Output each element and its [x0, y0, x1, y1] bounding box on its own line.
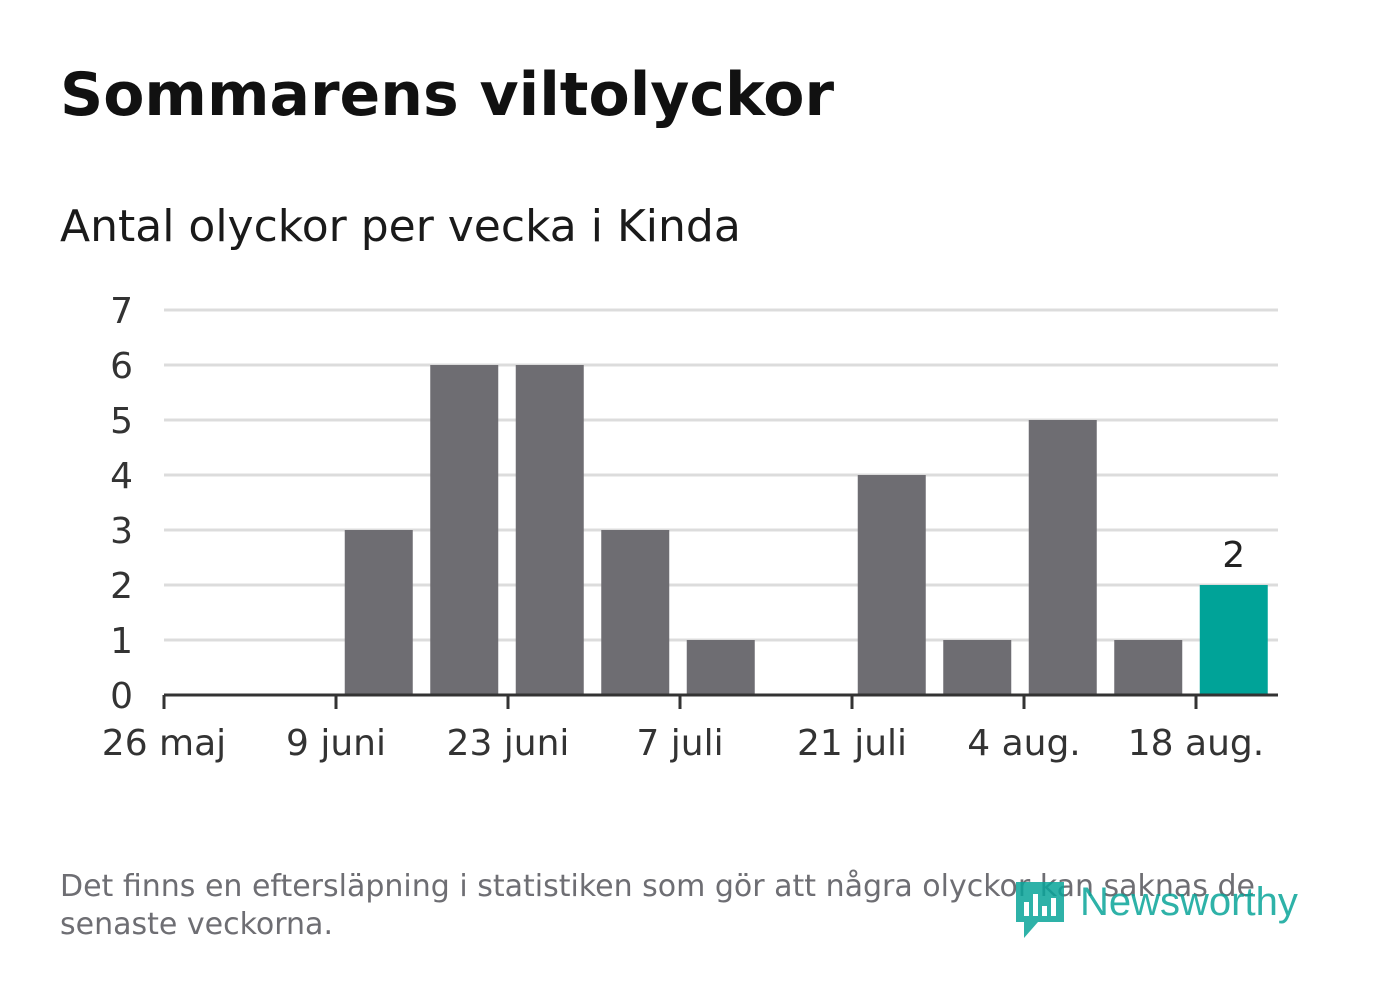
bar [943, 640, 1012, 695]
newsworthy-logo: Newsworthy [1010, 872, 1330, 942]
chart-title: Sommarens viltolyckor [60, 60, 835, 130]
y-tick-label: 1 [110, 621, 133, 662]
y-tick-label: 7 [110, 291, 133, 332]
bar [1199, 585, 1268, 695]
x-tick-label: 23 juni [447, 723, 570, 764]
x-tick-label: 21 juli [797, 723, 907, 764]
x-tick-label: 18 aug. [1128, 723, 1264, 764]
y-tick-label: 4 [110, 456, 133, 497]
x-tick-label: 7 juli [636, 723, 723, 764]
bar [1028, 420, 1097, 695]
bar [344, 530, 413, 695]
newsworthy-logo-icon [1016, 882, 1064, 938]
bar [857, 475, 926, 695]
bar [1114, 640, 1183, 695]
bars [344, 365, 1268, 695]
bar [430, 365, 499, 695]
bar [601, 530, 670, 695]
y-tick-label: 0 [110, 676, 133, 717]
gridlines [164, 308, 1278, 642]
y-tick-label: 2 [110, 566, 133, 607]
logo-text: Newsworthy [1080, 880, 1298, 924]
x-tick-label: 9 juni [286, 723, 386, 764]
chart-subtitle: Antal olyckor per vecka i Kinda [60, 201, 741, 252]
bar-chart: 0 1 2 3 4 5 6 7 2 26 maj 9 juni 23 juni 7 juli 21 jul… [102, 291, 1278, 764]
y-tick-label: 6 [110, 346, 133, 387]
y-tick-label: 3 [110, 511, 133, 552]
data-label: 2 [1222, 535, 1245, 576]
bar [686, 640, 755, 695]
bar [515, 365, 584, 695]
axis-labels: 0 1 2 3 4 5 6 7 2 26 maj 9 juni 23 juni 7 juli 21 jul… [102, 291, 1264, 764]
x-axis [162, 693, 1278, 709]
x-tick-label: 4 aug. [967, 723, 1081, 764]
x-tick-label: 26 maj [102, 723, 226, 764]
y-tick-label: 5 [110, 401, 133, 442]
